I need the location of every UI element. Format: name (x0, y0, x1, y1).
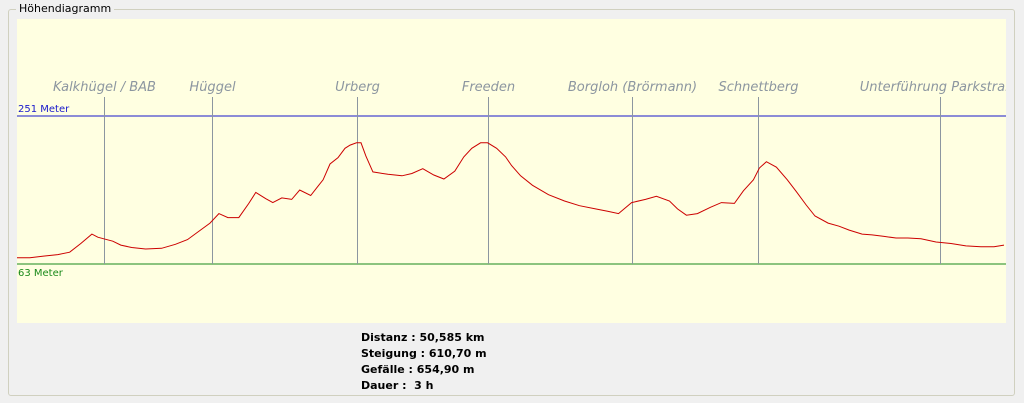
stat-value: 50,585 km (419, 331, 485, 344)
stat-value: 3 h (414, 379, 434, 392)
waypoint-label: Borgloh (Brörmann) (568, 80, 697, 95)
elevation-profile-line (17, 142, 1005, 259)
elevation-chart-svg: 251 Meter 63 Meter Kalkhügel / BAB Hüggel Ur… (17, 80, 1006, 279)
stat-label: Gefälle (361, 363, 405, 376)
waypoint-label: Urberg (335, 80, 380, 95)
groupbox-title: Höhendiagramm (16, 2, 115, 15)
route-stats: Distanz : 50,585 km Steigung : 610,70 m … (361, 330, 487, 394)
stat-distance: Distanz : 50,585 km (361, 331, 485, 344)
min-elevation-label: 63 Meter (18, 268, 64, 279)
stat-label: Dauer (361, 379, 399, 392)
stat-label: Distanz (361, 331, 408, 344)
stat-label: Steigung (361, 347, 417, 360)
stat-ascent: Steigung : 610,70 m (361, 347, 487, 360)
elevation-chart: 251 Meter 63 Meter Kalkhügel / BAB Hüggel Ur… (17, 19, 1006, 323)
elevation-groupbox (8, 9, 1015, 396)
stat-value: 610,70 m (428, 347, 487, 360)
max-elevation-label: 251 Meter (18, 104, 70, 115)
stat-descent: Gefälle : 654,90 m (361, 363, 475, 376)
stat-duration: Dauer : 3 h (361, 379, 434, 392)
waypoint-label: Freeden (462, 80, 515, 95)
stat-value: 654,90 m (416, 363, 475, 376)
waypoint-label: Kalkhügel / BAB (53, 80, 156, 95)
waypoint-label: Schnettberg (719, 80, 799, 95)
waypoint-label: Unterführung Parkstraße (860, 80, 1006, 95)
waypoint-label: Hüggel (189, 80, 236, 95)
